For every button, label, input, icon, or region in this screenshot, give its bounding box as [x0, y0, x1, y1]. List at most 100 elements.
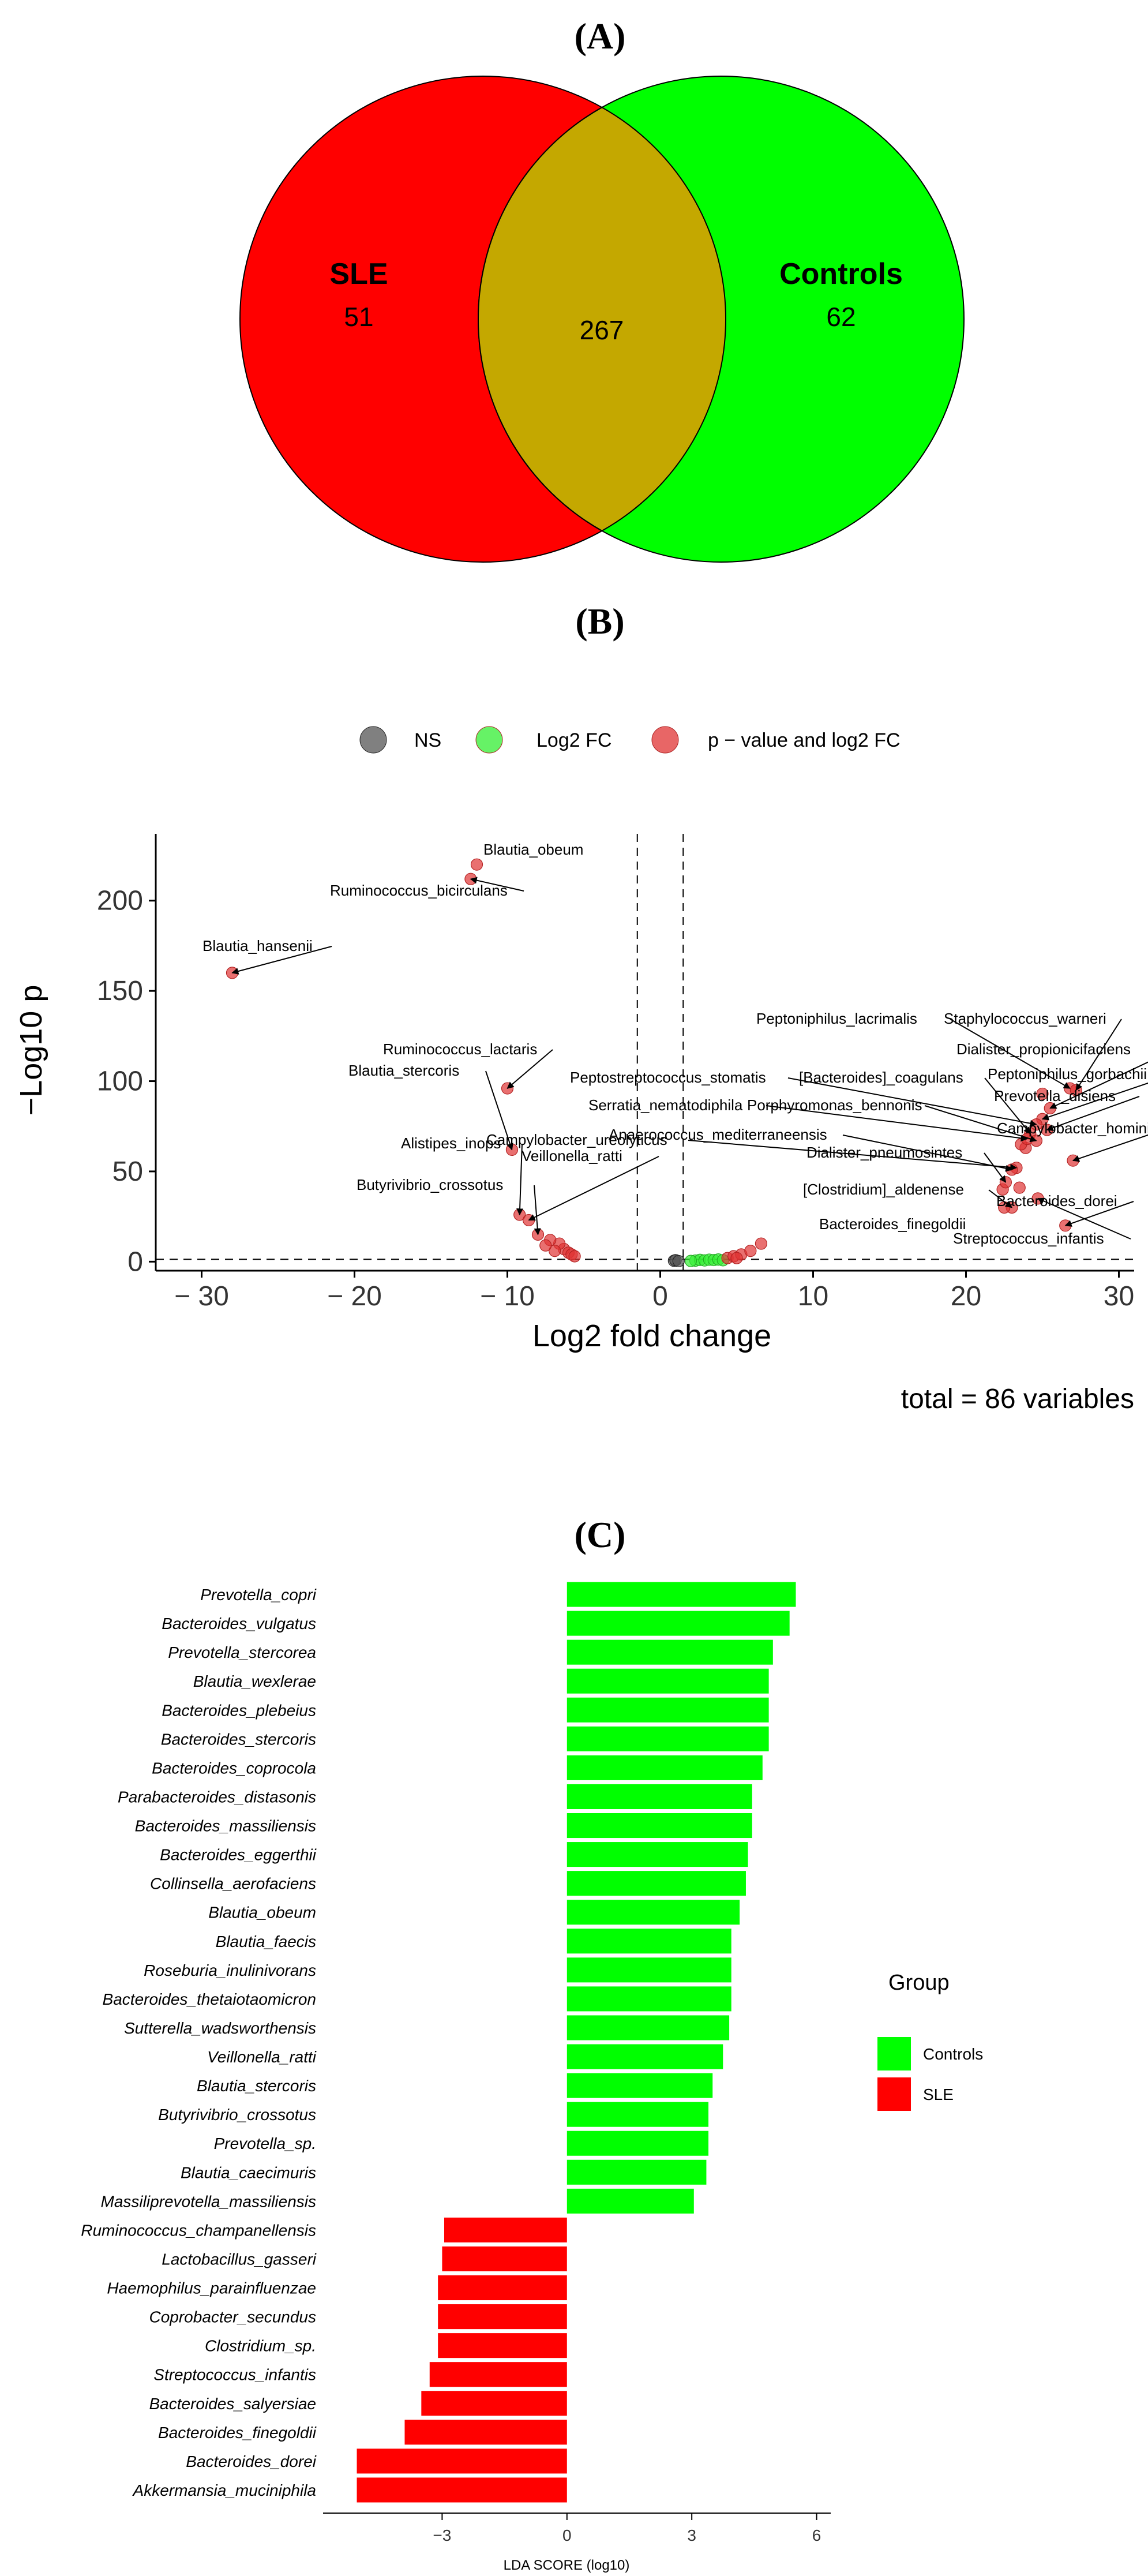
volcano-point-labeled — [470, 858, 483, 871]
lda-bar-label: Parabacteroides_distasonis — [118, 1788, 316, 1806]
lda-bar-label: Blautia_wexlerae — [193, 1672, 316, 1690]
lda-bar-label: Blautia_faecis — [216, 1933, 316, 1950]
volcano-point-label: Dialister_propionicifaciens — [956, 1040, 1131, 1058]
volcano-point-label: Blautia_hansenii — [202, 937, 313, 954]
volcano-label-leader — [688, 1140, 1018, 1171]
lda-bar — [357, 2448, 567, 2474]
lda-bar — [444, 2217, 567, 2242]
lda-bar — [429, 2362, 567, 2387]
volcano-point-label: Ruminococcus_lactaris — [383, 1040, 537, 1058]
volcano-x-tick-label: − 10 — [480, 1281, 535, 1312]
volcano-y-axis-title: −Log10 p — [14, 985, 48, 1116]
volcano-point-label: Prevotella_disiens — [994, 1087, 1116, 1104]
lda-bar — [567, 1929, 731, 1954]
volcano-point-label: Blautia_obeum — [483, 841, 583, 858]
panel-label-a: (A) — [575, 16, 626, 57]
volcano-caption: total = 86 variables — [901, 1384, 1134, 1414]
legend-fc-label: Log2 FC — [537, 729, 611, 751]
lda-bar-label: Blautia_caecimuris — [181, 2163, 316, 2181]
volcano-label-leader — [231, 946, 332, 975]
lda-bar-label: Clostridium_sp. — [205, 2337, 316, 2355]
volcano-point — [730, 1252, 743, 1264]
lda-bar — [567, 1842, 748, 1867]
volcano-point-label: Peptoniphilus_gorbachii — [988, 1065, 1147, 1083]
volcano-point — [684, 1255, 697, 1267]
lda-legend: Group Controls SLE — [877, 1971, 983, 2111]
volcano-label-leader — [485, 1070, 513, 1151]
lda-x-axis-title: LDA SCORE (log10) — [504, 2558, 630, 2573]
lda-bar-label: Collinsella_aerofaciens — [150, 1875, 316, 1893]
volcano-x-tick-label: 20 — [951, 1281, 981, 1312]
lda-bar — [567, 2102, 709, 2127]
lda-legend-sle-swatch — [877, 2077, 911, 2111]
volcano-point-label: [Bacteroides]_coagulans — [799, 1069, 963, 1086]
lda-bar-chart: Prevotella_copri Bacteroides_vulgatus Prev… — [81, 1582, 831, 2544]
lda-legend-sle-label: SLE — [923, 2085, 954, 2103]
volcano-x-tick-label: 30 — [1104, 1281, 1134, 1312]
legend-ns-swatch — [359, 726, 387, 754]
volcano-label-leader — [516, 1143, 524, 1216]
lda-bar-label: Ruminococcus_champanellensis — [81, 2221, 316, 2239]
lda-bar — [567, 2044, 723, 2069]
lda-bar — [567, 1668, 769, 1694]
volcano-point-label: Porphyromonas_bennonis — [747, 1096, 922, 1114]
lda-bar — [567, 2073, 713, 2098]
lda-bar — [567, 2188, 694, 2214]
lda-bar-label: Lactobacillus_gasseri — [162, 2250, 316, 2268]
volcano-point — [568, 1250, 581, 1263]
volcano-y-tick-label: 200 — [97, 886, 143, 916]
lda-bar — [567, 1697, 769, 1723]
volcano-label-leader — [950, 1019, 1071, 1089]
volcano-point-label: Dialister_pneumosintes — [806, 1144, 962, 1161]
volcano-point-label: Bacteroides_finegoldii — [819, 1215, 966, 1233]
lda-bar-label: Bacteroides_coprocola — [152, 1759, 316, 1777]
lda-bar — [442, 2246, 567, 2271]
volcano-label-leader — [528, 1156, 659, 1221]
lda-bar-label: Streptococcus_infantis — [153, 2366, 316, 2384]
volcano-x-tick-label: 10 — [798, 1281, 828, 1312]
venn-sle-count: 51 — [344, 302, 373, 332]
lda-bar-label: Prevotella_stercorea — [168, 1643, 316, 1661]
volcano-point-label: Serratia_nematodiphila — [588, 1096, 743, 1114]
volcano-y-tick-label: 0 — [127, 1246, 143, 1277]
lda-bar — [567, 1900, 740, 1925]
venn-controls-count: 62 — [826, 302, 856, 332]
lda-bar — [421, 2391, 567, 2416]
volcano-label-leader — [988, 1189, 1012, 1208]
volcano-point-label: [Clostridium]_aldenense — [803, 1181, 964, 1198]
volcano-x-tick-label: − 30 — [174, 1281, 229, 1312]
volcano-point-label: Veillonella_ratti — [522, 1147, 622, 1165]
lda-bar-label: Sutterella_wadsworthensis — [124, 2019, 316, 2037]
volcano-point-label: Streptococcus_infantis — [953, 1230, 1104, 1247]
volcano-point — [1036, 1087, 1049, 1100]
venn-overlap-count: 267 — [580, 315, 624, 345]
volcano-label-leader — [1064, 1201, 1134, 1227]
venn-diagram: SLE 51 267 Controls 62 — [239, 76, 965, 563]
volcano-point-label: Butyrivibrio_crossotus — [357, 1176, 503, 1193]
lda-bar — [567, 1784, 752, 1809]
lda-bar-label: Prevotella_copri — [200, 1586, 317, 1604]
lda-bar — [567, 1726, 769, 1751]
lda-bar — [567, 1986, 731, 2012]
lda-bar — [567, 1582, 796, 1607]
lda-legend-title: Group — [888, 1971, 950, 1995]
lda-bar — [567, 2159, 707, 2185]
volcano-point-label: Peptostreptococcus_stomatis — [570, 1069, 766, 1086]
lda-bar-label: Bacteroides_massiliensis — [135, 1817, 316, 1835]
lda-bar-label: Bacteroides_plebeius — [162, 1701, 316, 1719]
volcano-point-label: Campylobacter_ureolyticus — [486, 1131, 667, 1148]
lda-bar — [438, 2333, 567, 2358]
lda-bar — [438, 2304, 567, 2330]
volcano-y-tick-label: 50 — [112, 1156, 143, 1187]
volcano-point-label: Peptoniphilus_lacrimalis — [756, 1010, 917, 1027]
lda-x-tick-label: 3 — [687, 2526, 696, 2544]
lda-bar-label: Bacteroides_vulgatus — [162, 1615, 316, 1633]
lda-bar-label: Coprobacter_secundus — [149, 2308, 316, 2326]
volcano-point-label: Staphylococcus_warneri — [944, 1010, 1106, 1027]
volcano-label-leader — [1075, 1019, 1122, 1091]
lda-bar-label: Bacteroides_finegoldii — [158, 2424, 317, 2442]
volcano-point-label: Blautia_stercoris — [348, 1062, 459, 1079]
legend-ns-label: NS — [414, 729, 441, 751]
venn-overlap-region — [478, 106, 726, 532]
lda-legend-controls-swatch — [877, 2037, 911, 2070]
